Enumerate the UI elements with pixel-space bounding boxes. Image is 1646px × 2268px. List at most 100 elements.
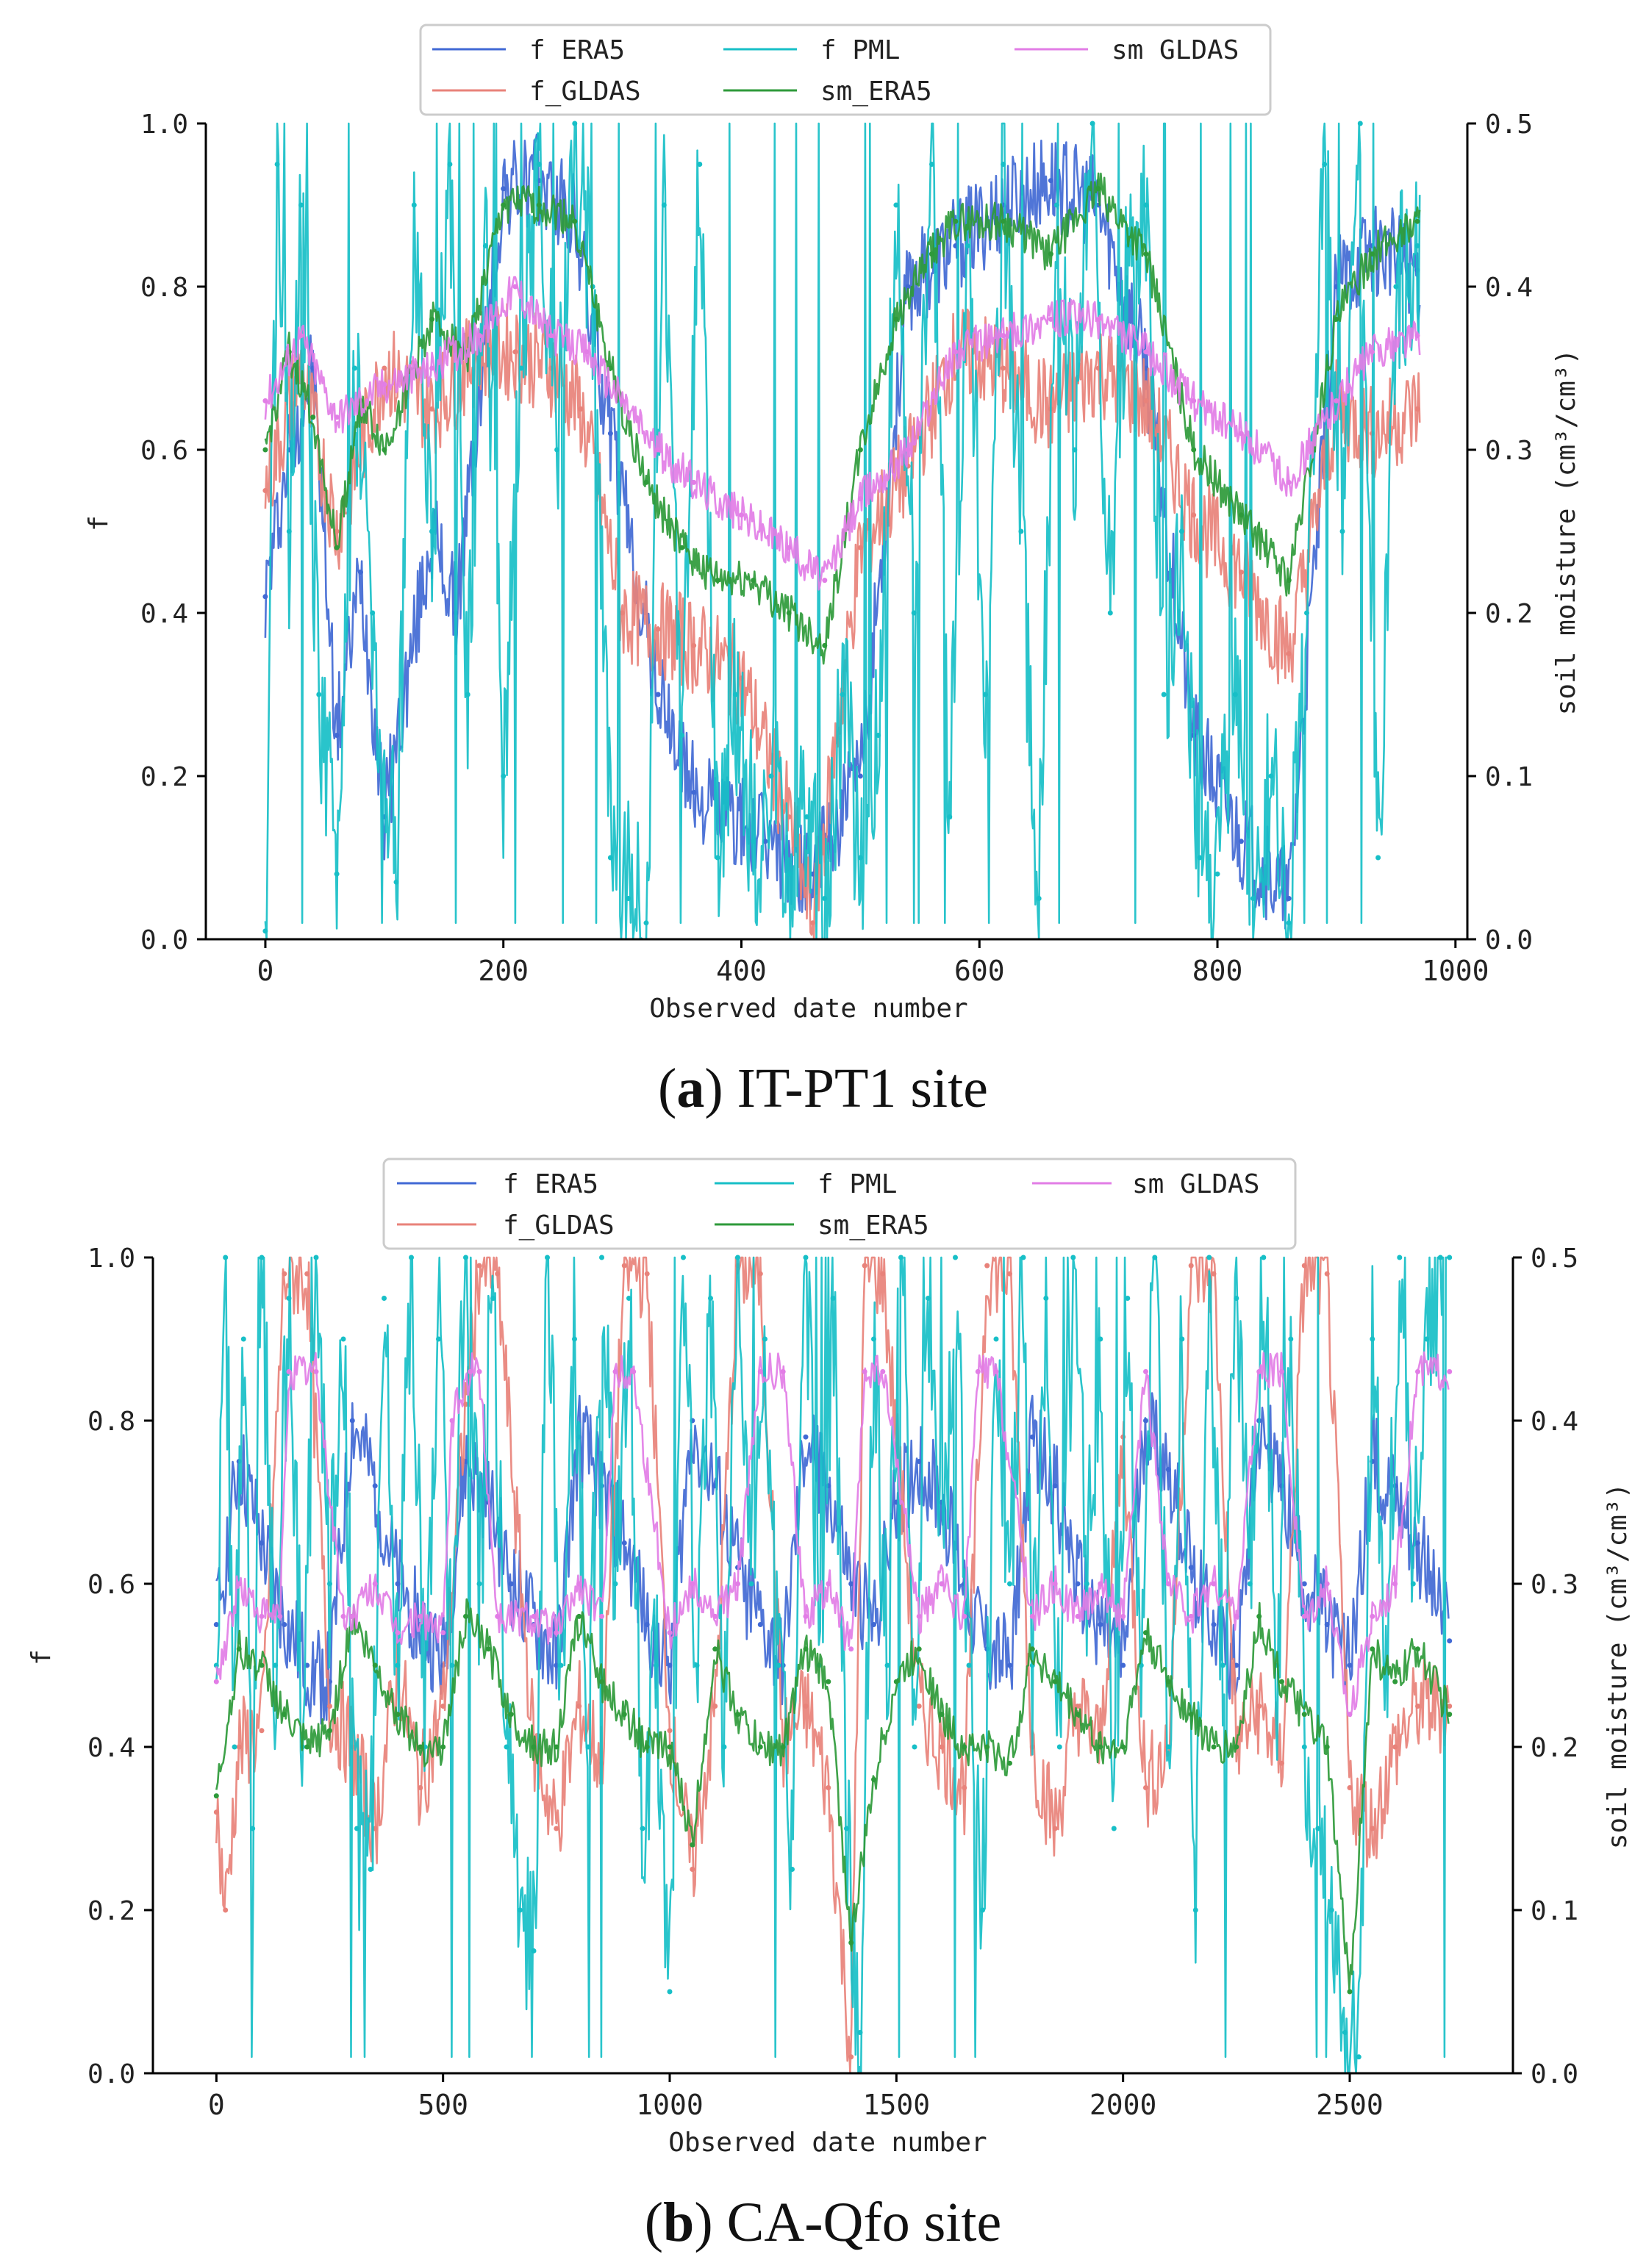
point-sm-era5 [463,1613,468,1619]
point-f-gldas [939,1744,945,1750]
point-f-era5 [349,1418,355,1424]
y2-tick-label: 0.0 [1531,2059,1578,2089]
point-sm-gldas [1334,398,1339,403]
x-tick-label: 600 [954,955,1005,987]
point-f-era5 [871,1622,876,1627]
legend-label-f-pml: f PML [817,1169,897,1199]
point-f-pml [518,1907,523,1913]
point-sm-gldas [599,1613,604,1619]
point-sm-gldas [334,415,340,420]
point-sm-era5 [690,1842,695,1848]
point-sm-era5 [1007,1760,1012,1766]
point-f-pml [1268,773,1274,779]
point-f-gldas [1286,651,1292,656]
point-f-pml [1043,1296,1049,1301]
point-f-era5 [1286,896,1292,901]
point-sm-gldas [1279,1368,1284,1374]
point-f-gldas [463,1402,468,1407]
point-sm-era5 [916,1646,922,1652]
point-sm-gldas [531,1613,537,1619]
point-f-gldas [236,1744,242,1750]
caption-b: (b) CA-Qfo site [644,2192,1002,2253]
series-f-pml [264,122,1421,941]
point-f-gldas [655,626,661,632]
point-f-pml [822,896,828,901]
point-sm-era5 [1370,251,1375,257]
series-f-gldas [215,1256,1450,2074]
point-f-pml [1286,920,1292,926]
point-sm-era5 [213,1793,219,1799]
point-f-pml [857,855,863,861]
y2-tick-label: 0.5 [1485,110,1533,140]
point-f-pml [558,1662,564,1668]
point-f-gldas [223,1907,229,1913]
point-f-pml [1356,2054,1361,2060]
y-tick-label: 0.0 [87,2059,135,2089]
point-sm-gldas [298,333,304,339]
point-sm-gldas [712,1613,718,1619]
chart-b: f ERA5 f_GLDAS f PML sm_ERA5 sm GLDAS 0 5… [26,1158,1633,2158]
point-f-pml [947,814,953,819]
point-sm-era5 [395,1712,401,1718]
point-f-gldas [1447,1704,1453,1709]
point-f-era5 [358,570,363,575]
point-sm-gldas [576,1581,582,1587]
point-f-era5 [607,431,613,437]
point-sm-gldas [631,1368,637,1374]
point-f-pml [884,1662,890,1668]
point-f-pml [1357,121,1363,126]
point-f-pml [1001,162,1006,167]
point-f-gldas [429,406,435,412]
point-sm-gldas [857,496,863,502]
point-sm-gldas [1029,1613,1035,1619]
y-tick-label: 0.6 [87,1570,135,1600]
point-sm-era5 [1029,1646,1035,1652]
point-f-pml [259,1255,265,1260]
x-tick-label: 800 [1192,955,1243,987]
y2-axis-label-b: soil moisture (cm³/cm³) [1603,1483,1633,1850]
point-sm-era5 [440,1744,446,1750]
point-sm-gldas [691,479,697,485]
point-f-gldas [334,528,340,534]
point-f-era5 [1415,1540,1420,1546]
point-sm-gldas [962,1613,967,1619]
y-tick-label: 0.8 [87,1407,135,1437]
point-f-era5 [621,1540,627,1546]
y-tick-label: 0.4 [87,1733,135,1763]
point-f-pml [1370,1336,1375,1342]
point-sm-era5 [508,1712,514,1718]
point-f-pml [1424,1336,1430,1342]
point-f-gldas [826,1785,831,1790]
point-f-gldas [880,1271,886,1277]
point-f-gldas [440,1704,446,1709]
point-sm-gldas [1001,333,1006,339]
point-f-gldas [962,1785,967,1790]
point-sm-gldas [449,1418,455,1424]
point-sm-era5 [786,610,792,616]
point-f-gldas [757,1271,763,1277]
point-sm-gldas [213,1679,219,1684]
point-f-pml [504,1744,509,1750]
point-f-pml [697,162,703,167]
point-sm-era5 [871,1776,876,1782]
point-f-pml [490,1296,495,1301]
point-f-pml [1288,1336,1294,1342]
point-f-era5 [1188,1565,1194,1571]
point-sm-gldas [916,1613,922,1619]
point-f-gldas [1279,1760,1284,1766]
y-tick-label: 0.0 [140,925,188,955]
point-sm-gldas [1256,1368,1262,1374]
point-f-pml [262,928,268,934]
point-f-pml [762,1336,767,1342]
point-f-pml [351,365,357,371]
series-sm-era5 [215,1598,1450,1990]
point-f-pml [1179,1336,1185,1342]
point-f-era5 [848,1581,854,1587]
point-sm-era5 [857,447,863,453]
point-f-pml [447,162,453,167]
point-f-pml [232,1744,237,1750]
point-f-gldas [1370,1826,1375,1831]
x-tick-label: 1000 [1422,955,1489,987]
point-f-pml [1089,121,1095,126]
point-f-gldas [262,488,268,493]
